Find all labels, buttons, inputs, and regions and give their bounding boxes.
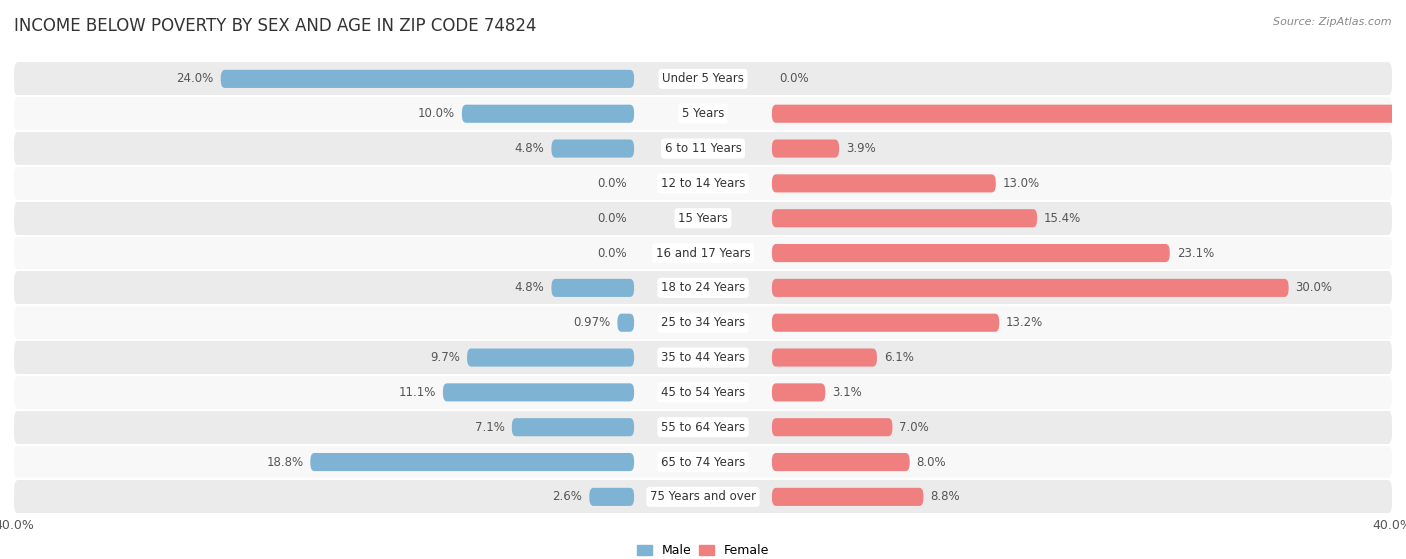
Text: 10.0%: 10.0%	[418, 107, 456, 120]
FancyBboxPatch shape	[772, 279, 1289, 297]
FancyBboxPatch shape	[772, 140, 839, 158]
FancyBboxPatch shape	[14, 375, 1392, 410]
FancyBboxPatch shape	[14, 96, 1392, 131]
Text: 24.0%: 24.0%	[177, 73, 214, 86]
Text: 8.0%: 8.0%	[917, 456, 946, 468]
Text: 45 to 54 Years: 45 to 54 Years	[661, 386, 745, 399]
Text: 6 to 11 Years: 6 to 11 Years	[665, 142, 741, 155]
Text: 25 to 34 Years: 25 to 34 Years	[661, 316, 745, 329]
Text: 23.1%: 23.1%	[1177, 247, 1213, 259]
Text: 2.6%: 2.6%	[553, 490, 582, 503]
FancyBboxPatch shape	[772, 314, 1000, 332]
Text: 18.8%: 18.8%	[266, 456, 304, 468]
FancyBboxPatch shape	[772, 348, 877, 367]
Text: 4.8%: 4.8%	[515, 142, 544, 155]
Text: Source: ZipAtlas.com: Source: ZipAtlas.com	[1274, 17, 1392, 27]
FancyBboxPatch shape	[14, 480, 1392, 514]
Text: 6.1%: 6.1%	[884, 351, 914, 364]
Text: 15 Years: 15 Years	[678, 212, 728, 225]
Text: 55 to 64 Years: 55 to 64 Years	[661, 421, 745, 434]
Text: 7.1%: 7.1%	[475, 421, 505, 434]
Text: 13.0%: 13.0%	[1002, 177, 1040, 190]
FancyBboxPatch shape	[311, 453, 634, 471]
Text: 9.7%: 9.7%	[430, 351, 460, 364]
Text: 0.97%: 0.97%	[574, 316, 610, 329]
FancyBboxPatch shape	[772, 488, 924, 506]
Text: 5 Years: 5 Years	[682, 107, 724, 120]
FancyBboxPatch shape	[14, 444, 1392, 480]
Text: 0.0%: 0.0%	[598, 177, 627, 190]
FancyBboxPatch shape	[551, 279, 634, 297]
Text: 7.0%: 7.0%	[900, 421, 929, 434]
Text: 18 to 24 Years: 18 to 24 Years	[661, 281, 745, 295]
FancyBboxPatch shape	[772, 418, 893, 436]
FancyBboxPatch shape	[551, 140, 634, 158]
FancyBboxPatch shape	[772, 105, 1406, 123]
Text: 4.8%: 4.8%	[515, 281, 544, 295]
FancyBboxPatch shape	[14, 131, 1392, 166]
FancyBboxPatch shape	[772, 174, 995, 192]
FancyBboxPatch shape	[461, 105, 634, 123]
FancyBboxPatch shape	[772, 383, 825, 401]
FancyBboxPatch shape	[221, 70, 634, 88]
Text: 0.0%: 0.0%	[598, 212, 627, 225]
Text: INCOME BELOW POVERTY BY SEX AND AGE IN ZIP CODE 74824: INCOME BELOW POVERTY BY SEX AND AGE IN Z…	[14, 17, 537, 35]
FancyBboxPatch shape	[14, 340, 1392, 375]
Text: 75 Years and over: 75 Years and over	[650, 490, 756, 503]
Text: 65 to 74 Years: 65 to 74 Years	[661, 456, 745, 468]
FancyBboxPatch shape	[617, 314, 634, 332]
Text: 8.8%: 8.8%	[931, 490, 960, 503]
Text: 15.4%: 15.4%	[1045, 212, 1081, 225]
FancyBboxPatch shape	[512, 418, 634, 436]
Text: 11.1%: 11.1%	[399, 386, 436, 399]
FancyBboxPatch shape	[772, 453, 910, 471]
Text: 3.1%: 3.1%	[832, 386, 862, 399]
Text: 16 and 17 Years: 16 and 17 Years	[655, 247, 751, 259]
FancyBboxPatch shape	[14, 305, 1392, 340]
FancyBboxPatch shape	[467, 348, 634, 367]
FancyBboxPatch shape	[14, 201, 1392, 236]
FancyBboxPatch shape	[14, 410, 1392, 444]
FancyBboxPatch shape	[14, 236, 1392, 271]
FancyBboxPatch shape	[772, 209, 1038, 228]
Text: 30.0%: 30.0%	[1295, 281, 1333, 295]
Text: 3.9%: 3.9%	[846, 142, 876, 155]
Text: 12 to 14 Years: 12 to 14 Years	[661, 177, 745, 190]
Text: 13.2%: 13.2%	[1007, 316, 1043, 329]
FancyBboxPatch shape	[14, 61, 1392, 96]
Text: Under 5 Years: Under 5 Years	[662, 73, 744, 86]
Legend: Male, Female: Male, Female	[631, 539, 775, 559]
Text: 0.0%: 0.0%	[779, 73, 808, 86]
FancyBboxPatch shape	[14, 166, 1392, 201]
FancyBboxPatch shape	[14, 271, 1392, 305]
Text: 0.0%: 0.0%	[598, 247, 627, 259]
Text: 35 to 44 Years: 35 to 44 Years	[661, 351, 745, 364]
FancyBboxPatch shape	[772, 244, 1170, 262]
FancyBboxPatch shape	[589, 488, 634, 506]
FancyBboxPatch shape	[443, 383, 634, 401]
